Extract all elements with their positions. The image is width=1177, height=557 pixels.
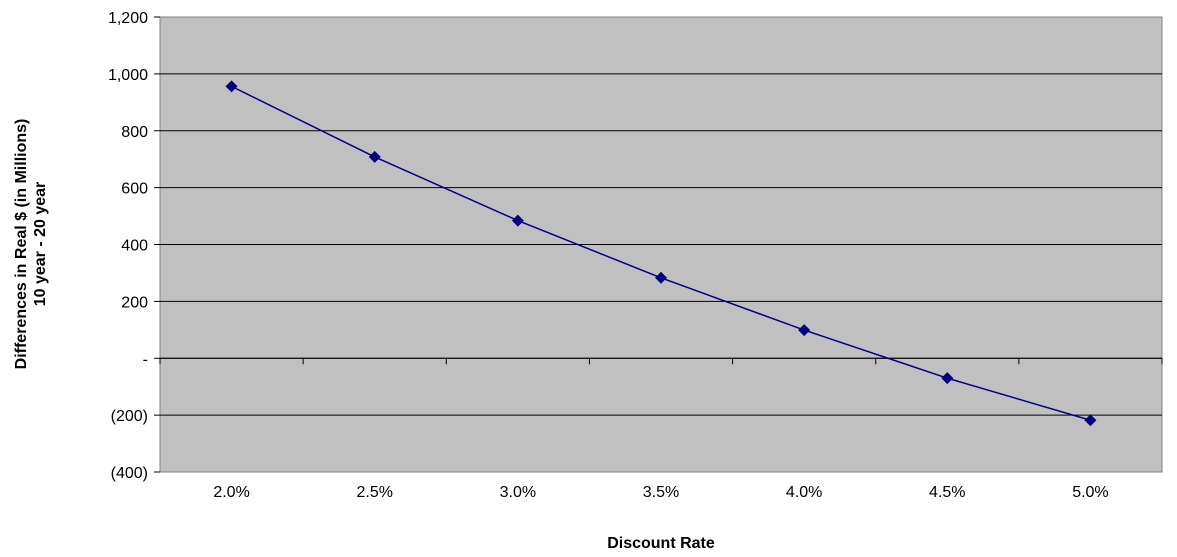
y-axis-tick-labels: (400) (200) - 200 400 600 800 1,000 1,200 xyxy=(108,10,160,482)
data-point-marker xyxy=(225,80,238,93)
x-tick-label: 2.0% xyxy=(213,484,249,501)
x-tick-label: 5.0% xyxy=(1072,484,1108,501)
y-tick-label: 200 xyxy=(121,294,148,311)
data-point-marker xyxy=(798,324,811,337)
y-tick-label: 1,000 xyxy=(108,67,148,84)
y-tick-label: 400 xyxy=(121,238,148,255)
x-tick-label: 2.5% xyxy=(356,484,392,501)
data-point-marker xyxy=(1084,414,1097,427)
y-tick-label: - xyxy=(143,351,148,368)
y-axis-title-line-1: Differences in Real $ (in Millions) xyxy=(13,119,30,370)
data-point-marker xyxy=(368,150,381,163)
series-markers xyxy=(225,80,1097,427)
y-axis-title-line-2: 10 year - 20 year xyxy=(32,182,49,307)
x-tick-label: 4.5% xyxy=(929,484,965,501)
y-tick-label: 1,200 xyxy=(108,10,148,27)
data-point-marker xyxy=(511,214,524,227)
data-point-marker xyxy=(655,271,667,284)
x-tick-label: 4.0% xyxy=(786,484,822,501)
x-axis-title: Discount Rate xyxy=(607,535,715,552)
y-tick-label: (400) xyxy=(111,465,148,482)
x-axis-tick-labels: 2.0% 2.5% 3.0% 3.5% 4.0% 4.5% 5.0% xyxy=(213,484,1108,501)
y-tick-label: 800 xyxy=(121,124,148,141)
x-tick-label: 3.5% xyxy=(643,484,679,501)
y-tick-label: (200) xyxy=(111,408,148,425)
x-tick-label: 3.0% xyxy=(500,484,536,501)
data-point-marker xyxy=(941,372,954,385)
y-tick-label: 600 xyxy=(121,181,148,198)
x-axis-tick-marks xyxy=(159,358,1163,365)
